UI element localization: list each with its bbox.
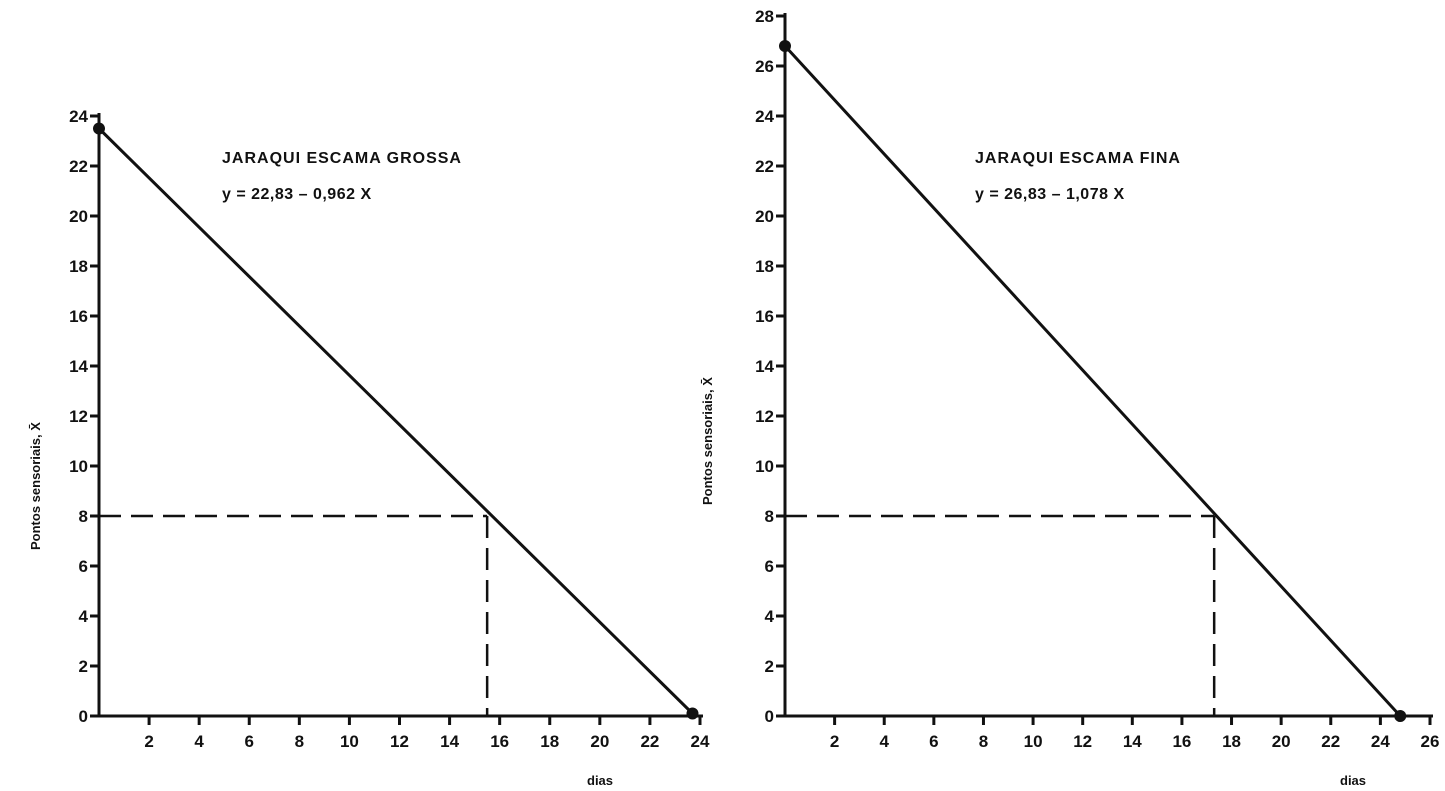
- y-tick-label: 6: [79, 557, 88, 576]
- y-axis-title: Pontos sensoriais, X̄: [28, 422, 43, 550]
- data-point: [686, 707, 699, 720]
- x-tick-label: 22: [640, 732, 659, 751]
- data-point: [779, 40, 791, 52]
- y-tick-label: 8: [765, 507, 774, 526]
- y-tick-label: 0: [79, 707, 88, 726]
- y-tick-label: 20: [755, 207, 774, 226]
- y-tick-label: 18: [755, 257, 774, 276]
- x-tick-label: 16: [490, 732, 509, 751]
- x-tick-label: 14: [440, 732, 459, 751]
- y-tick-label: 10: [69, 457, 88, 476]
- x-axis-title: dias: [1340, 773, 1366, 788]
- y-tick-label: 2: [79, 657, 88, 676]
- x-tick-label: 22: [1321, 732, 1340, 751]
- chart-title: JARAQUI ESCAMA FINA: [975, 150, 1181, 167]
- x-tick-label: 6: [929, 732, 938, 751]
- y-tick-label: 12: [69, 407, 88, 426]
- data-point: [1394, 710, 1407, 722]
- y-tick-label: 16: [69, 307, 88, 326]
- chart-jaraqui-escama-grossa: JARAQUI ESCAMA GROSSA y = 22,83 – 0,962 …: [28, 107, 710, 788]
- x-tick-label: 24: [1371, 732, 1390, 751]
- x-tick-label: 4: [194, 732, 204, 751]
- data-point: [93, 122, 105, 135]
- y-tick-label: 8: [79, 507, 88, 526]
- x-tick-label: 24: [691, 732, 710, 751]
- y-tick-label: 14: [69, 357, 88, 376]
- x-tick-label: 6: [245, 732, 254, 751]
- y-tick-label: 12: [755, 407, 774, 426]
- y-tick-label: 0: [765, 707, 774, 726]
- y-tick-label: 4: [765, 607, 775, 626]
- y-tick-label: 22: [755, 157, 774, 176]
- x-tick-label: 8: [295, 732, 304, 751]
- x-tick-label: 12: [1073, 732, 1092, 751]
- x-tick-label: 20: [590, 732, 609, 751]
- x-tick-label: 8: [979, 732, 988, 751]
- x-tick-label: 18: [1222, 732, 1241, 751]
- x-tick-label: 16: [1172, 732, 1191, 751]
- y-tick-label: 10: [755, 457, 774, 476]
- y-tick-label: 14: [755, 357, 774, 376]
- chart-jaraqui-escama-fina: JARAQUI ESCAMA FINA y = 26,83 – 1,078 X …: [700, 7, 1439, 788]
- chart-title: JARAQUI ESCAMA GROSSA: [222, 150, 462, 167]
- y-tick-label: 2: [765, 657, 774, 676]
- y-tick-label: 24: [69, 107, 88, 126]
- x-axis-title: dias: [587, 773, 613, 788]
- x-tick-label: 14: [1123, 732, 1142, 751]
- y-tick-label: 24: [755, 107, 774, 126]
- y-tick-label: 28: [755, 7, 774, 26]
- regression-equation: y = 26,83 – 1,078 X: [975, 186, 1125, 203]
- y-tick-label: 16: [755, 307, 774, 326]
- y-tick-label: 20: [69, 207, 88, 226]
- x-tick-label: 18: [540, 732, 559, 751]
- x-tick-label: 2: [144, 732, 153, 751]
- regression-line: [783, 44, 1402, 718]
- x-tick-label: 4: [879, 732, 889, 751]
- y-axis-title: Pontos sensoriais, X̄: [700, 377, 715, 505]
- y-tick-label: 22: [69, 157, 88, 176]
- regression-equation: y = 22,83 – 0,962 X: [222, 186, 372, 203]
- x-tick-label: 10: [1024, 732, 1043, 751]
- x-tick-label: 26: [1421, 732, 1440, 751]
- x-tick-label: 12: [390, 732, 409, 751]
- x-tick-label: 10: [340, 732, 359, 751]
- y-tick-label: 4: [79, 607, 89, 626]
- y-tick-label: 26: [755, 57, 774, 76]
- regression-line: [97, 127, 694, 715]
- y-tick-label: 6: [765, 557, 774, 576]
- x-tick-label: 2: [830, 732, 839, 751]
- x-tick-label: 20: [1272, 732, 1291, 751]
- y-tick-label: 18: [69, 257, 88, 276]
